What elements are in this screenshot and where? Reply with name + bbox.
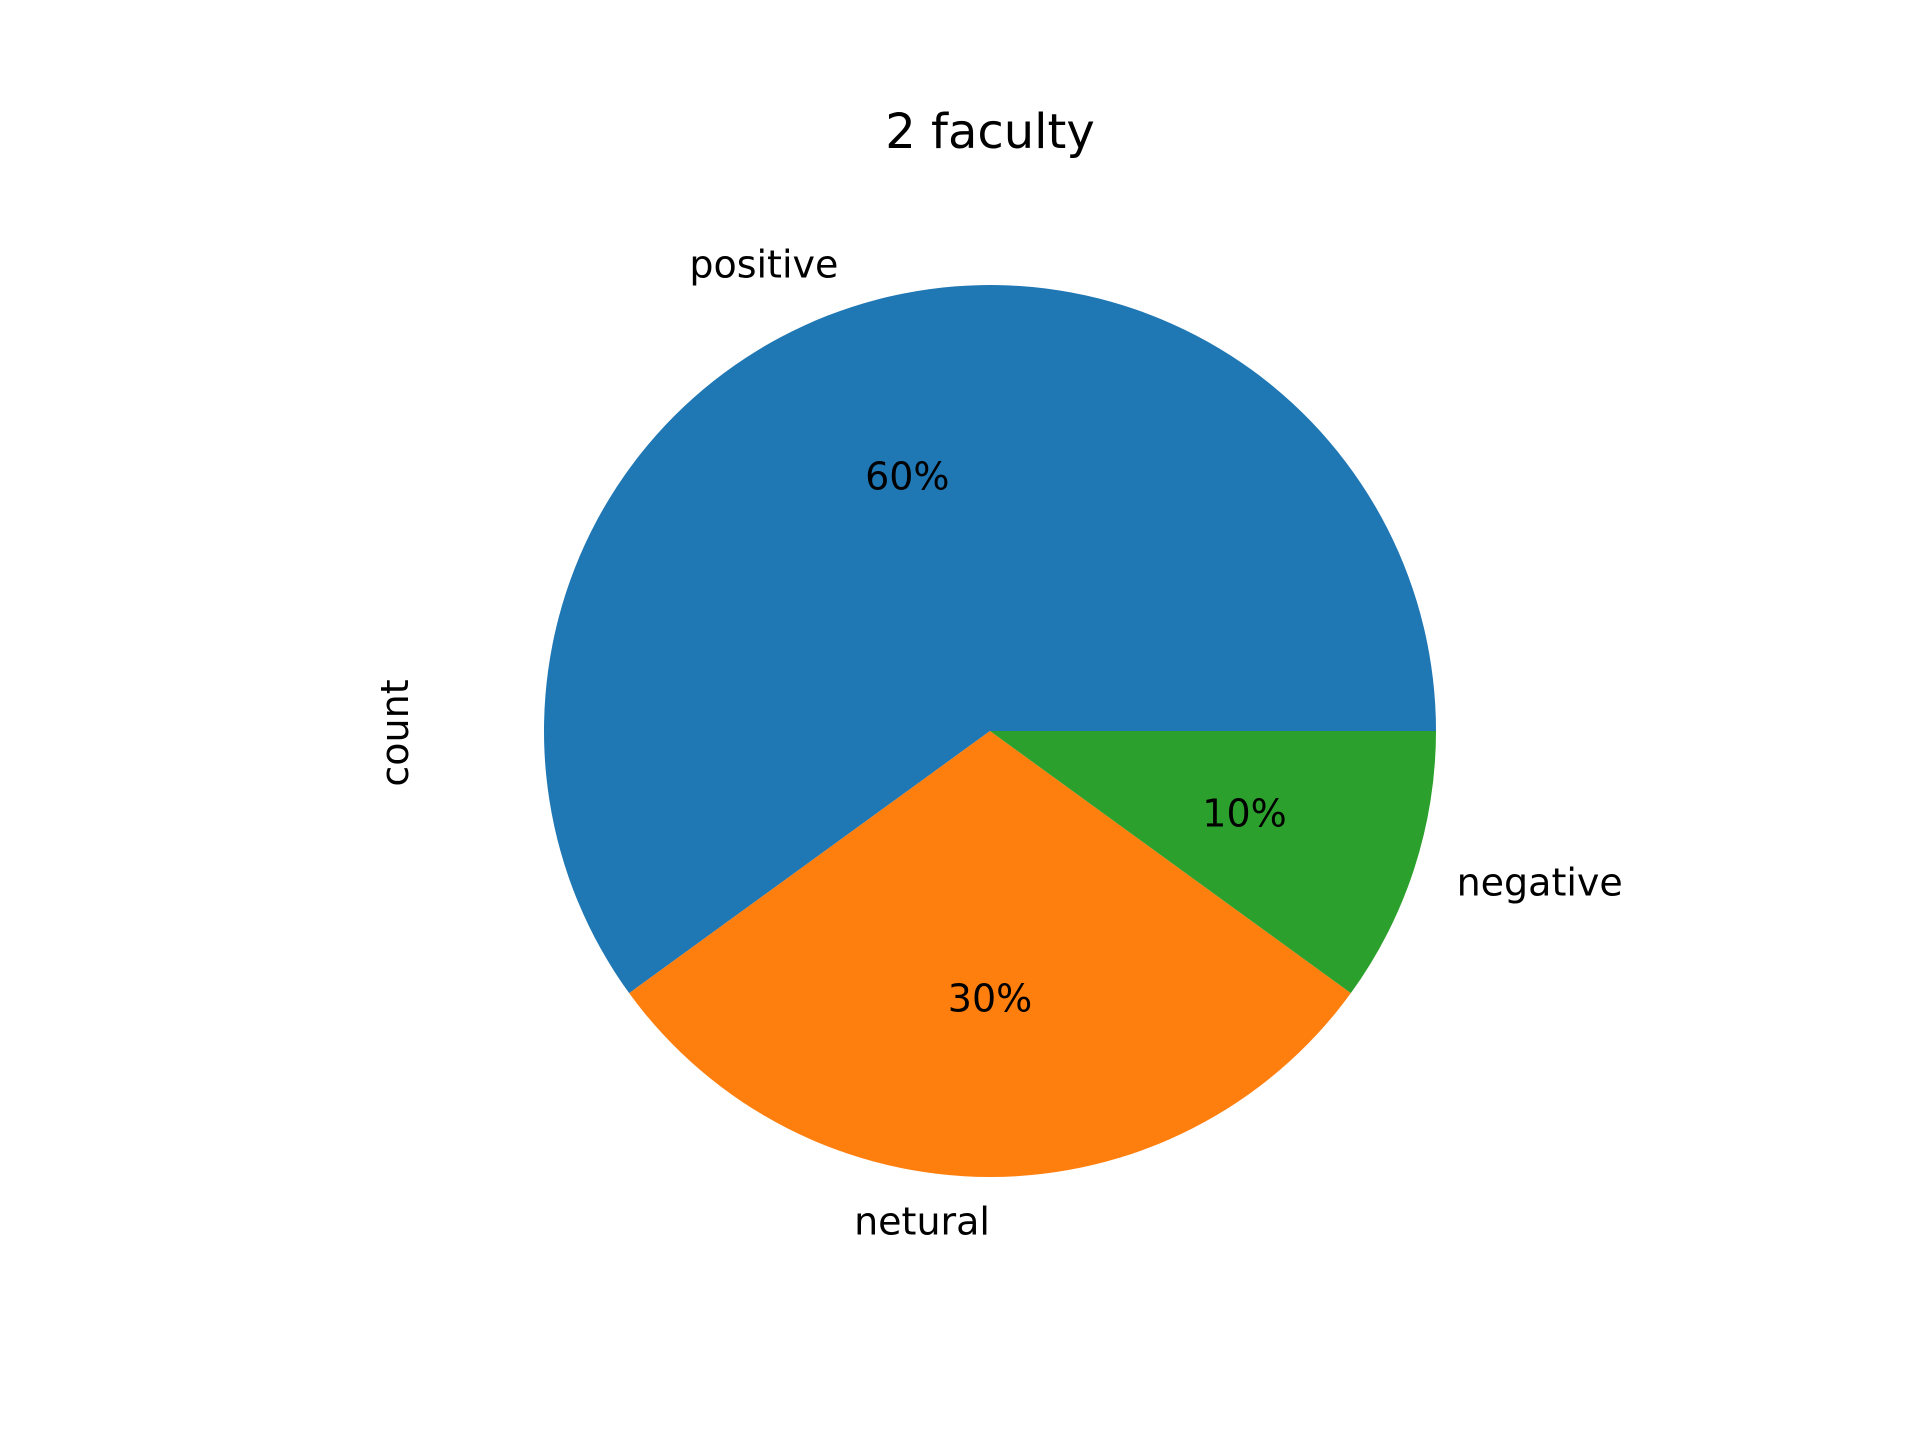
pie-labels: positive 60% netural 30% negative 10%	[689, 242, 1622, 1243]
y-axis-label: count	[373, 679, 417, 786]
slice-label-positive: positive	[689, 242, 838, 286]
slice-percent-negative: 10%	[1202, 792, 1286, 836]
chart-title: 2 faculty	[885, 104, 1094, 160]
pie-slice-positive	[544, 284, 1436, 994]
pie-slice-negative	[990, 731, 1436, 994]
slice-label-negative: negative	[1457, 861, 1623, 905]
slice-percent-netural: 30%	[948, 977, 1032, 1021]
pie-slice-netural	[629, 731, 1351, 1177]
slice-label-netural: netural	[854, 1200, 990, 1244]
slice-percent-positive: 60%	[865, 454, 949, 498]
pie-slices	[544, 284, 1436, 1177]
